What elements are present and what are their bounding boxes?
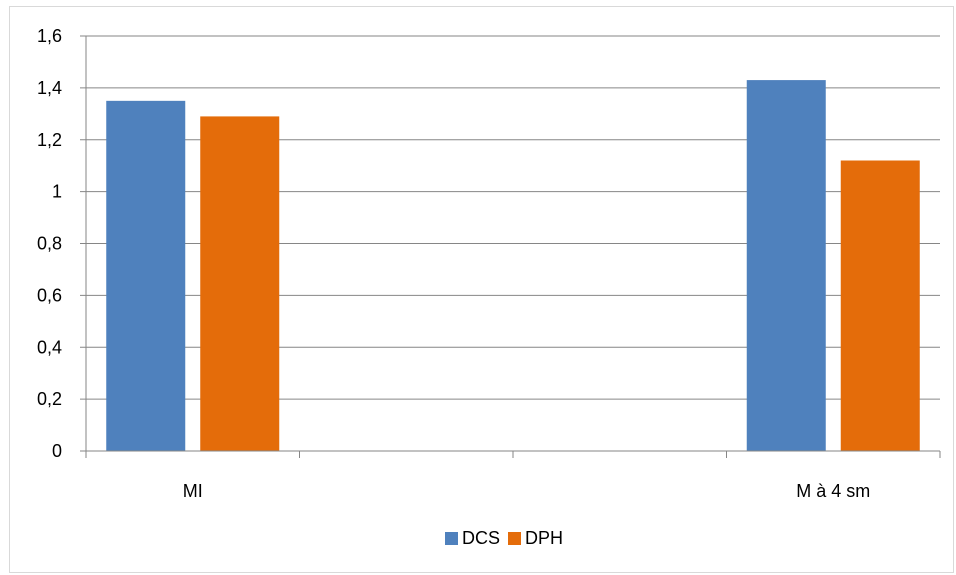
y-tick-label: 1 xyxy=(52,182,62,202)
bars xyxy=(106,80,920,451)
y-tick-label: 0,6 xyxy=(37,285,62,305)
axes xyxy=(80,35,941,458)
legend-label-dph: DPH xyxy=(525,528,563,548)
x-tick-label: MI xyxy=(183,481,203,501)
legend-swatch-dph xyxy=(508,532,521,545)
y-tick-label: 0,2 xyxy=(37,389,62,409)
y-tick-label: 1,4 xyxy=(37,78,62,98)
x-tick-label: M à 4 sm xyxy=(796,481,870,501)
y-tick-labels: 0 0,2 0,4 0,6 0,8 1 1,2 1,4 1,6 xyxy=(37,26,62,461)
bar-dph-0 xyxy=(200,116,280,451)
bar-dcs-1 xyxy=(746,80,826,451)
y-tick-label: 0 xyxy=(52,441,62,461)
legend-swatch-dcs xyxy=(445,532,458,545)
y-tick-label: 1,2 xyxy=(37,130,62,150)
y-tick-label: 0,4 xyxy=(37,337,62,357)
legend: DCS DPH xyxy=(445,528,563,548)
y-tick-label: 1,6 xyxy=(37,26,62,46)
legend-label-dcs: DCS xyxy=(462,528,500,548)
bar-dph-1 xyxy=(840,160,920,451)
y-tick-label: 0,8 xyxy=(37,234,62,254)
x-tick-labels: MI M à 4 sm xyxy=(183,481,871,501)
bar-dcs-0 xyxy=(106,100,186,451)
